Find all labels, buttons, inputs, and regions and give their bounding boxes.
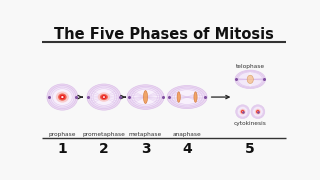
Ellipse shape: [89, 86, 119, 109]
Ellipse shape: [47, 84, 78, 110]
Ellipse shape: [103, 96, 105, 98]
Text: 4: 4: [182, 142, 192, 156]
Ellipse shape: [235, 70, 266, 89]
Ellipse shape: [91, 87, 117, 107]
Ellipse shape: [238, 72, 262, 87]
Ellipse shape: [93, 89, 115, 105]
Ellipse shape: [236, 71, 264, 88]
Text: 5: 5: [245, 142, 255, 156]
Ellipse shape: [177, 92, 180, 102]
Ellipse shape: [240, 109, 245, 115]
Ellipse shape: [49, 86, 76, 109]
Ellipse shape: [167, 86, 207, 109]
Ellipse shape: [132, 88, 160, 106]
Ellipse shape: [255, 109, 261, 115]
Text: 3: 3: [141, 142, 150, 156]
Ellipse shape: [174, 90, 200, 104]
Text: cytokinesis: cytokinesis: [234, 121, 267, 126]
Text: prophase: prophase: [49, 132, 76, 138]
Ellipse shape: [237, 106, 248, 117]
Text: prometaphase: prometaphase: [83, 132, 125, 138]
Ellipse shape: [236, 106, 249, 118]
Ellipse shape: [242, 111, 243, 112]
Ellipse shape: [236, 105, 250, 119]
Ellipse shape: [101, 95, 107, 99]
Text: anaphase: anaphase: [173, 132, 202, 138]
Ellipse shape: [56, 91, 69, 103]
Ellipse shape: [98, 92, 110, 102]
Ellipse shape: [257, 111, 259, 113]
Text: telophase: telophase: [236, 64, 265, 69]
Ellipse shape: [100, 94, 108, 100]
Ellipse shape: [52, 89, 72, 105]
Text: 2: 2: [99, 142, 109, 156]
Text: The Five Phases of Mitosis: The Five Phases of Mitosis: [54, 27, 274, 42]
Ellipse shape: [241, 111, 244, 113]
Ellipse shape: [60, 95, 65, 99]
Ellipse shape: [61, 96, 64, 98]
Ellipse shape: [194, 92, 197, 102]
Ellipse shape: [252, 106, 264, 118]
Ellipse shape: [51, 87, 74, 107]
Ellipse shape: [143, 91, 148, 104]
Ellipse shape: [134, 89, 157, 105]
Ellipse shape: [127, 85, 164, 109]
Ellipse shape: [241, 110, 244, 114]
Ellipse shape: [247, 75, 253, 84]
Ellipse shape: [172, 88, 202, 106]
Ellipse shape: [87, 84, 121, 110]
Ellipse shape: [170, 87, 205, 107]
Ellipse shape: [248, 72, 252, 87]
Ellipse shape: [251, 105, 265, 119]
Text: metaphase: metaphase: [129, 132, 162, 138]
Ellipse shape: [256, 110, 260, 114]
Ellipse shape: [129, 86, 162, 108]
Ellipse shape: [257, 111, 258, 112]
Ellipse shape: [58, 93, 67, 101]
Ellipse shape: [252, 106, 263, 117]
Text: 1: 1: [58, 142, 67, 156]
